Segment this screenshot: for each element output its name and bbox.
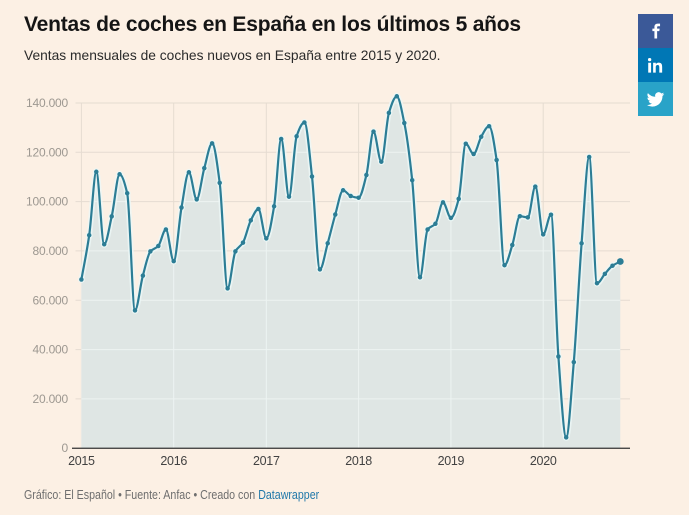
svg-text:2019: 2019 xyxy=(438,454,465,468)
svg-text:0: 0 xyxy=(62,441,69,455)
svg-text:60.000: 60.000 xyxy=(32,293,68,307)
svg-text:80.000: 80.000 xyxy=(32,244,68,258)
svg-text:2016: 2016 xyxy=(160,454,187,468)
svg-text:100.000: 100.000 xyxy=(26,195,69,209)
svg-text:2018: 2018 xyxy=(345,454,372,468)
svg-text:140.000: 140.000 xyxy=(26,96,69,110)
svg-text:2017: 2017 xyxy=(253,454,280,468)
svg-text:2015: 2015 xyxy=(68,454,95,468)
svg-text:40.000: 40.000 xyxy=(32,343,68,357)
svg-text:20.000: 20.000 xyxy=(32,392,68,406)
svg-text:120.000: 120.000 xyxy=(26,145,69,159)
svg-text:2020: 2020 xyxy=(530,454,557,468)
